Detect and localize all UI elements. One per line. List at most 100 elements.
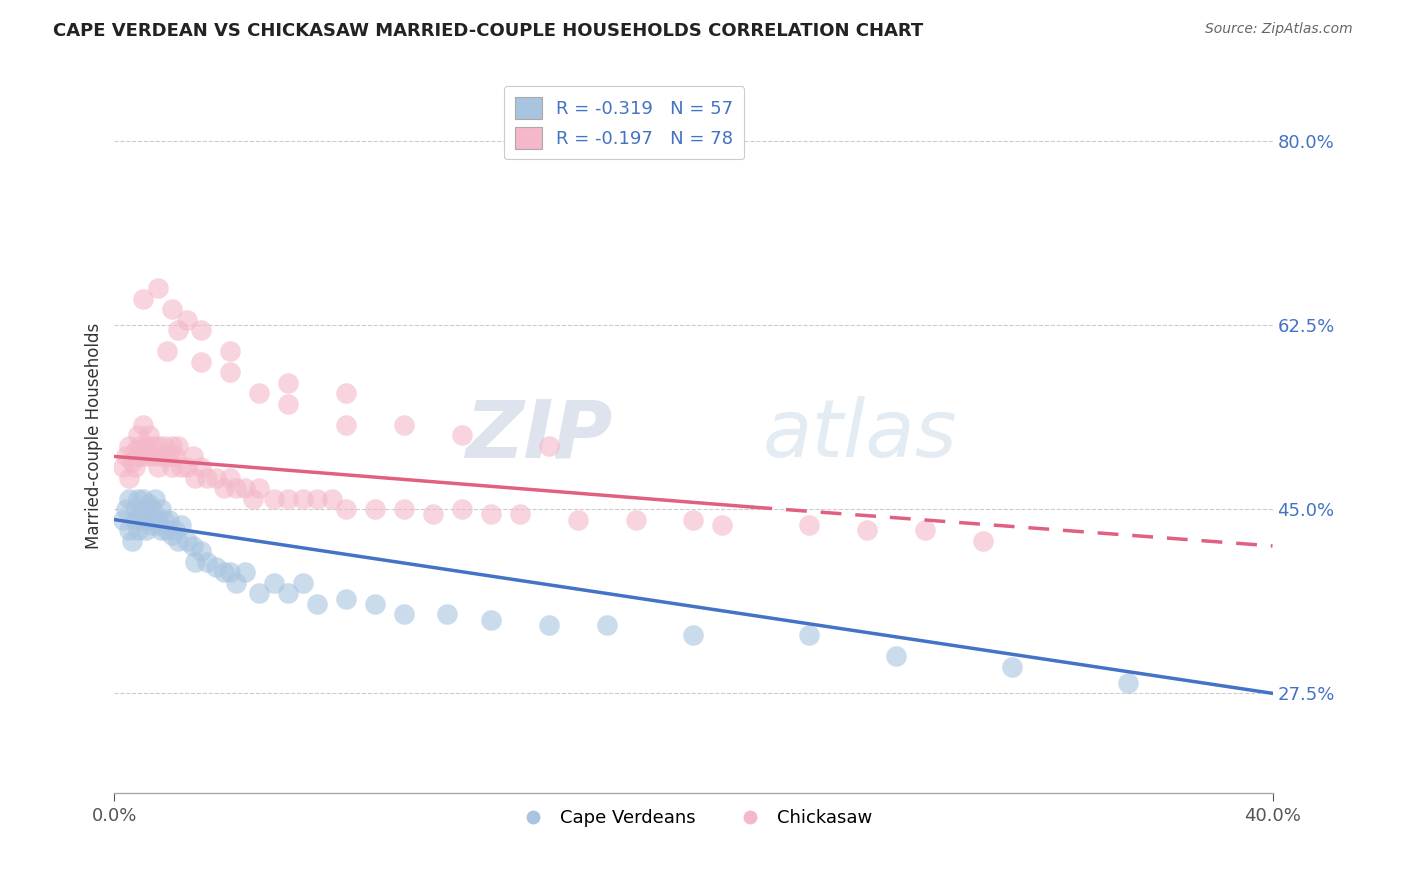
Point [155, 450, 177, 464]
Point [167, 323, 190, 337]
Point [162, 460, 184, 475]
Point [176, 533, 198, 548]
Point [204, 560, 226, 574]
Point [537, 439, 560, 453]
Point [422, 508, 444, 522]
Point [146, 439, 169, 453]
Point [884, 649, 907, 664]
Point [118, 439, 141, 453]
Point [436, 607, 458, 622]
Point [392, 607, 415, 622]
Point [132, 491, 155, 506]
Point [170, 460, 193, 475]
Point [181, 539, 204, 553]
Point [146, 460, 169, 475]
Point [138, 428, 160, 442]
Point [129, 508, 152, 522]
Point [170, 517, 193, 532]
Point [176, 312, 198, 326]
Point [141, 502, 163, 516]
Point [146, 513, 169, 527]
Point [914, 523, 936, 537]
Point [132, 450, 155, 464]
Point [127, 428, 149, 442]
Point [149, 523, 172, 537]
Point [364, 502, 387, 516]
Point [682, 628, 704, 642]
Point [190, 354, 212, 368]
Point [321, 491, 343, 506]
Point [364, 597, 387, 611]
Point [392, 417, 415, 432]
Y-axis label: Married-couple Households: Married-couple Households [86, 322, 103, 549]
Point [450, 428, 472, 442]
Point [132, 513, 155, 527]
Point [479, 508, 502, 522]
Point [219, 365, 242, 379]
Point [132, 292, 155, 306]
Point [1001, 660, 1024, 674]
Point [115, 502, 138, 516]
Point [157, 513, 180, 527]
Point [335, 502, 357, 516]
Point [247, 481, 270, 495]
Point [225, 481, 247, 495]
Point [184, 470, 207, 484]
Point [162, 301, 184, 316]
Point [121, 533, 143, 548]
Point [124, 502, 146, 516]
Point [263, 491, 285, 506]
Point [219, 344, 242, 359]
Point [149, 502, 172, 516]
Point [162, 439, 184, 453]
Point [214, 481, 236, 495]
Point [115, 450, 138, 464]
Point [799, 517, 821, 532]
Point [392, 502, 415, 516]
Point [138, 497, 160, 511]
Point [595, 618, 617, 632]
Point [624, 513, 647, 527]
Point [567, 513, 589, 527]
Point [121, 455, 143, 469]
Point [157, 450, 180, 464]
Point [242, 491, 264, 506]
Point [152, 513, 174, 527]
Point [167, 533, 190, 548]
Point [118, 470, 141, 484]
Point [509, 508, 531, 522]
Point [181, 450, 204, 464]
Point [195, 470, 218, 484]
Point [141, 439, 163, 453]
Point [155, 344, 177, 359]
Point [165, 450, 187, 464]
Point [138, 513, 160, 527]
Point [155, 523, 177, 537]
Point [335, 417, 357, 432]
Point [233, 566, 256, 580]
Point [277, 491, 299, 506]
Point [307, 597, 329, 611]
Point [127, 450, 149, 464]
Point [176, 460, 198, 475]
Point [277, 397, 299, 411]
Point [682, 513, 704, 527]
Point [537, 618, 560, 632]
Point [162, 528, 184, 542]
Point [450, 502, 472, 516]
Point [219, 566, 242, 580]
Point [146, 281, 169, 295]
Point [233, 481, 256, 495]
Point [247, 586, 270, 600]
Point [972, 533, 994, 548]
Point [190, 460, 212, 475]
Point [127, 491, 149, 506]
Point [118, 491, 141, 506]
Point [124, 460, 146, 475]
Point [127, 523, 149, 537]
Point [132, 417, 155, 432]
Point [204, 470, 226, 484]
Point [247, 386, 270, 401]
Point [190, 323, 212, 337]
Point [184, 555, 207, 569]
